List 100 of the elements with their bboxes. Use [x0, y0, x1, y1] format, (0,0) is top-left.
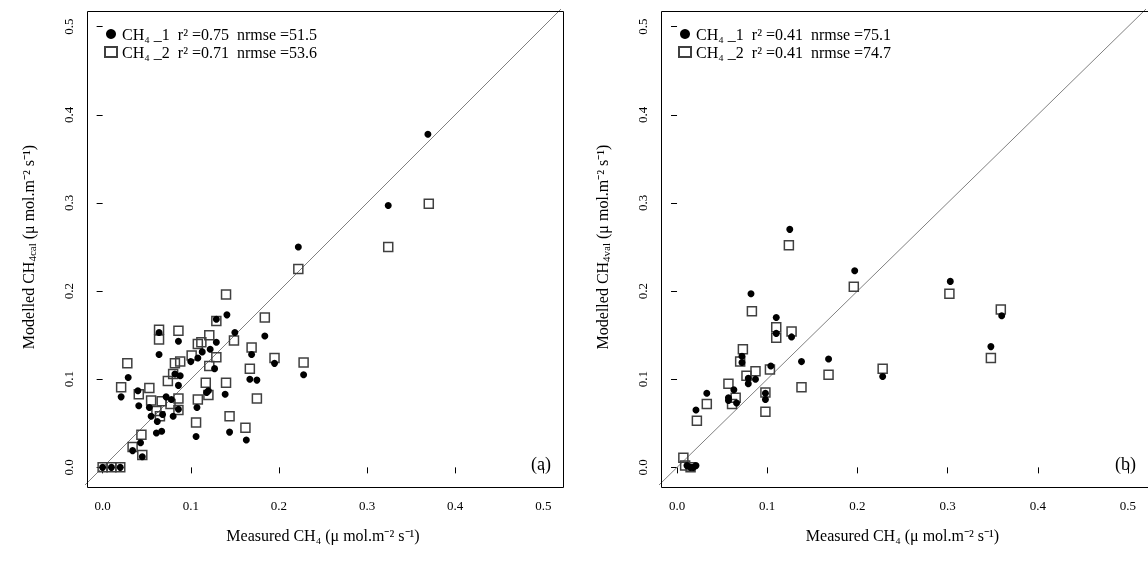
- y-tick-label: 0.1: [635, 371, 650, 388]
- point: [701, 398, 713, 410]
- y-tick-label: 0.4: [61, 106, 76, 123]
- y-tick-label: 0.3: [61, 194, 76, 212]
- point: [726, 398, 738, 410]
- point: [221, 390, 229, 398]
- point: [206, 345, 214, 353]
- point: [145, 403, 153, 411]
- point: [293, 263, 304, 275]
- point: [783, 239, 795, 251]
- point: [187, 358, 195, 366]
- point: [162, 375, 174, 387]
- point: [155, 329, 163, 336]
- y-tick-label: 0.5: [635, 18, 650, 35]
- x-tick-label: 0.2: [270, 498, 288, 513]
- legend-label: CH₄ _1 r² =0.41 nrmse =75.1: [696, 25, 892, 43]
- y-tick-label: 0.2: [635, 282, 650, 300]
- point: [298, 357, 309, 368]
- point: [220, 377, 232, 388]
- x-tick-label: 0.1: [182, 498, 199, 513]
- point: [253, 376, 261, 384]
- point: [165, 398, 176, 410]
- point: [761, 396, 769, 403]
- point: [772, 314, 780, 322]
- point: [760, 406, 771, 418]
- point: [129, 447, 137, 455]
- point: [384, 202, 392, 210]
- x-tick-label: 0.3: [358, 498, 376, 513]
- point: [122, 358, 133, 369]
- x-tick-label: 0.0: [668, 498, 686, 513]
- point: [382, 241, 394, 253]
- point: [788, 333, 796, 341]
- point: [246, 375, 254, 383]
- point: [752, 375, 759, 383]
- point: [294, 243, 302, 251]
- point: [194, 354, 202, 362]
- point: [770, 321, 782, 333]
- point: [244, 363, 256, 374]
- point: [985, 352, 997, 364]
- point: [747, 290, 755, 298]
- point: [678, 452, 689, 463]
- point: [786, 225, 794, 233]
- point: [224, 410, 235, 422]
- point: [145, 395, 157, 406]
- annotation: (a): [531, 454, 552, 475]
- point: [240, 422, 251, 433]
- point: [200, 377, 212, 388]
- point: [144, 382, 155, 394]
- point: [167, 396, 175, 403]
- y-tick-label: 0.3: [635, 194, 650, 212]
- point: [848, 281, 860, 292]
- x-tick-label: 0.2: [849, 498, 866, 513]
- x-tick-label: 0.4: [1029, 498, 1047, 513]
- x-tick-label: 0.0: [94, 498, 111, 513]
- point: [158, 427, 166, 435]
- point: [998, 312, 1006, 320]
- point: [424, 130, 432, 138]
- point: [423, 198, 435, 210]
- point: [169, 358, 181, 369]
- point: [133, 388, 145, 400]
- legend-label: CH₄ _2 r² =0.71 nrmse =53.6: [122, 43, 318, 61]
- point: [204, 360, 215, 372]
- point: [153, 334, 165, 345]
- point: [212, 338, 220, 346]
- point: [300, 371, 308, 379]
- point: [204, 329, 215, 341]
- y-tick-label: 0.0: [635, 459, 650, 476]
- point: [176, 372, 184, 380]
- point: [737, 344, 749, 355]
- point: [946, 277, 954, 285]
- point: [825, 355, 833, 363]
- point: [770, 332, 782, 344]
- legend-label: CH₄ _2 r² =0.41 nrmse =74.7: [696, 43, 892, 61]
- point: [159, 410, 167, 418]
- point: [138, 453, 146, 461]
- point: [115, 381, 127, 393]
- point: [167, 368, 179, 380]
- point: [246, 342, 257, 353]
- point: [223, 311, 231, 319]
- point: [190, 417, 202, 428]
- point: [261, 332, 269, 340]
- point: [269, 352, 280, 364]
- point: [117, 393, 125, 401]
- point: [136, 429, 147, 441]
- point: [746, 306, 758, 317]
- point: [796, 381, 807, 393]
- x-tick-label: 0.1: [759, 498, 776, 513]
- point: [211, 365, 219, 373]
- point: [733, 399, 741, 407]
- point: [196, 336, 207, 348]
- point: [174, 356, 186, 367]
- point: [772, 329, 780, 337]
- x-tick-label: 0.4: [447, 498, 464, 513]
- y-tick-label: 0.4: [635, 106, 650, 123]
- point: [851, 267, 859, 275]
- point: [153, 324, 165, 336]
- point: [251, 393, 263, 404]
- point: [798, 358, 805, 366]
- point: [137, 449, 148, 461]
- point: [231, 329, 239, 336]
